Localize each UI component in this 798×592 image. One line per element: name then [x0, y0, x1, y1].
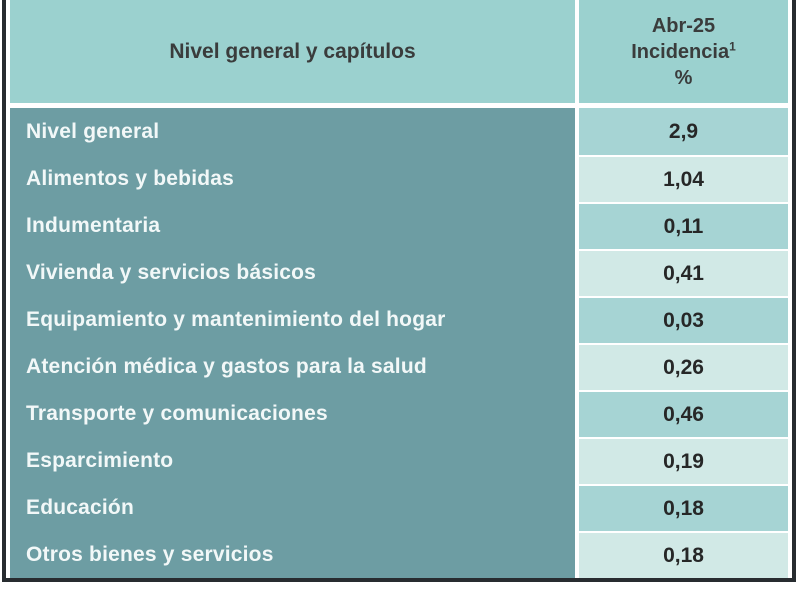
- row-label: Alimentos y bebidas: [26, 166, 235, 190]
- header-unit-label: %: [674, 66, 693, 89]
- row-label: Otros bienes y servicios: [26, 542, 274, 566]
- labels-column: Nivel general Alimentos y bebidas Indume…: [10, 108, 575, 578]
- table-body: Nivel general Alimentos y bebidas Indume…: [10, 108, 788, 578]
- table-header-row: Nivel general y capítulos Abr-25 Inciden…: [10, 0, 788, 103]
- footnote-marker: 1: [729, 38, 736, 53]
- header-categories-cell: Nivel general y capítulos: [10, 0, 575, 103]
- header-measure-label: Incidencia1: [631, 39, 736, 65]
- column-divider: [575, 108, 579, 578]
- row-value: 0,11: [579, 202, 788, 249]
- row-value: 0,03: [579, 296, 788, 343]
- header-period-label: Abr-25: [651, 14, 716, 37]
- row-value: 1,04: [579, 155, 788, 202]
- header-body-divider: [10, 103, 788, 108]
- incidence-table: Nivel general y capítulos Abr-25 Inciden…: [2, 0, 796, 582]
- row-value: 0,18: [579, 484, 788, 531]
- row-label: Transporte y comunicaciones: [26, 401, 328, 425]
- row-value: 0,18: [579, 531, 788, 578]
- row-label: Educación: [26, 495, 134, 519]
- row-label: Equipamiento y mantenimiento del hogar: [26, 307, 446, 331]
- row-value: 0,41: [579, 249, 788, 296]
- column-divider: [575, 0, 579, 103]
- row-value: 0,19: [579, 437, 788, 484]
- row-value: 0,46: [579, 390, 788, 437]
- row-label: Vivienda y servicios básicos: [26, 260, 317, 284]
- header-categories-label: Nivel general y capítulos: [169, 39, 416, 63]
- values-column: 2,9 1,04 0,11 0,41 0,03 0,26 0,46 0,19 0…: [579, 108, 788, 578]
- header-measure-text: Incidencia: [631, 40, 730, 63]
- row-value: 2,9: [579, 108, 788, 155]
- row-label: Esparcimiento: [26, 448, 174, 472]
- header-period-cell: Abr-25 Incidencia1 %: [579, 0, 788, 103]
- row-label: Indumentaria: [26, 213, 161, 237]
- row-label: Nivel general: [26, 119, 160, 143]
- row-label: Atención médica y gastos para la salud: [26, 354, 427, 378]
- row-value: 0,26: [579, 343, 788, 390]
